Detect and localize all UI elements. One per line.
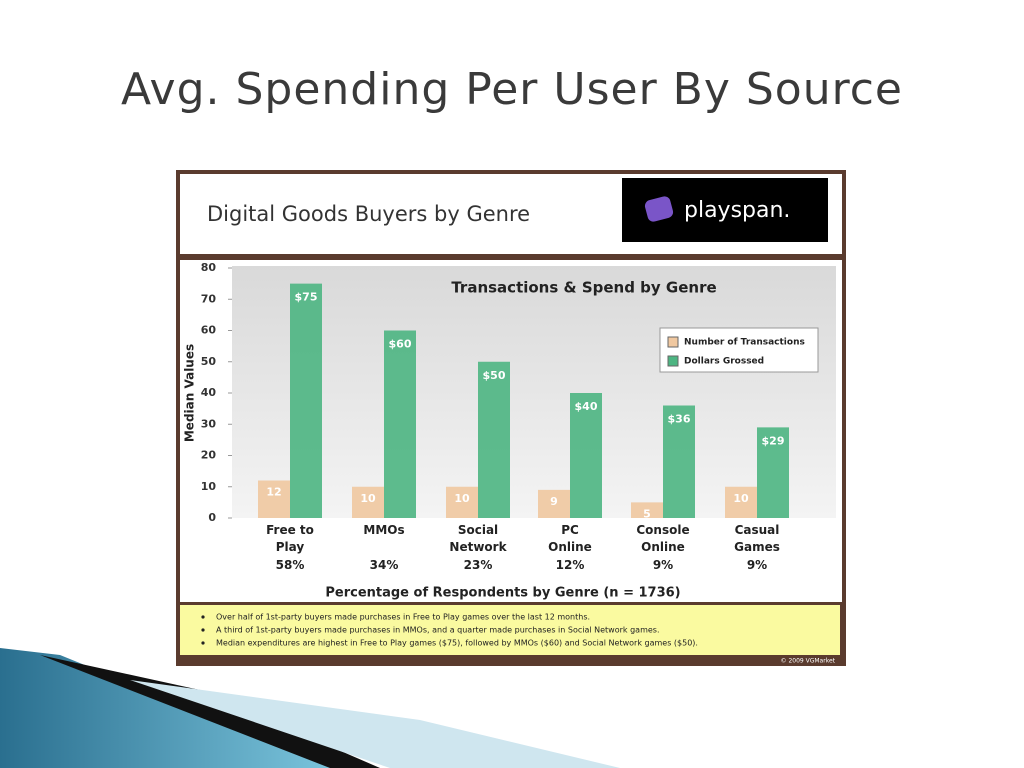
data-label: $40 — [575, 400, 598, 413]
category-share: 23% — [463, 558, 493, 572]
bar — [384, 330, 416, 518]
decor — [130, 680, 620, 768]
legend-swatch — [667, 355, 679, 367]
data-label: $29 — [762, 434, 785, 447]
y-tick-label: 30 — [201, 417, 217, 430]
y-axis-label: Median Values — [183, 344, 197, 442]
data-label: $36 — [668, 413, 691, 426]
y-tick-label: 60 — [201, 324, 217, 337]
y-tick-label: 80 — [201, 261, 217, 274]
bar — [757, 427, 789, 518]
logo: playspan. — [684, 198, 790, 223]
bar — [663, 405, 695, 518]
note: A third of 1st-party buyers made purchas… — [216, 626, 660, 635]
y-tick-label: 50 — [201, 355, 217, 368]
legend — [659, 327, 819, 373]
note: Over half of 1st-party buyers made purch… — [216, 613, 590, 622]
category-share: 12% — [555, 558, 585, 572]
chart-title: Transactions & Spend by Genre — [451, 279, 716, 297]
y-tick-label: 20 — [201, 449, 217, 462]
x-tick-label: MMOs — [363, 523, 405, 537]
x-tick-label: Casual Games — [734, 523, 780, 554]
bar — [725, 486, 757, 518]
bullet — [201, 628, 205, 632]
legend-label: Dollars Grossed — [684, 357, 764, 367]
x-tick-label: Free to Play — [266, 523, 314, 554]
bar — [290, 283, 322, 518]
bar — [631, 502, 663, 518]
x-tick-label: PC Online — [548, 523, 592, 554]
y-tick-label: 70 — [201, 292, 217, 305]
bar — [352, 486, 384, 518]
bullet — [201, 615, 205, 619]
x-tick-label: Social Network — [449, 523, 507, 554]
y-tick-label: 40 — [201, 386, 217, 399]
decor — [40, 655, 380, 768]
plot-area — [232, 266, 836, 518]
category-share: 34% — [369, 558, 399, 572]
x-tick-label: Console Online — [636, 523, 690, 554]
legend-label: Number of Transactions — [684, 338, 805, 348]
bar — [446, 486, 478, 518]
data-label: $50 — [483, 369, 506, 382]
y-tick-label: 0 — [208, 511, 216, 524]
data-label: 9 — [550, 495, 558, 508]
data-label: 10 — [733, 492, 749, 505]
data-label: $60 — [389, 338, 412, 351]
bar — [258, 480, 290, 518]
bar — [570, 393, 602, 518]
note: Median expenditures are highest in Free … — [216, 639, 698, 648]
bar — [478, 361, 510, 518]
bar — [538, 489, 570, 518]
bullet — [201, 641, 205, 645]
data-label: 12 — [266, 486, 281, 499]
y-tick-label: 10 — [201, 480, 217, 493]
data-label: $75 — [295, 291, 318, 304]
data-label: 5 — [643, 507, 651, 520]
data-label: 10 — [454, 492, 470, 505]
logo-icon — [644, 196, 674, 222]
category-share: 9% — [746, 558, 768, 572]
category-share: 58% — [275, 558, 305, 572]
x-axis-label: Percentage of Respondents by Genre (n = … — [325, 586, 680, 601]
data-label: 10 — [360, 492, 376, 505]
legend-swatch — [667, 336, 679, 348]
header: Digital Goods Buyers by Genre — [207, 202, 530, 226]
notes-box — [180, 605, 840, 655]
category-share: 9% — [652, 558, 674, 572]
slide-title: Avg. Spending Per User By Source — [121, 64, 903, 115]
copyright: © 2009 VGMarket — [781, 658, 836, 665]
